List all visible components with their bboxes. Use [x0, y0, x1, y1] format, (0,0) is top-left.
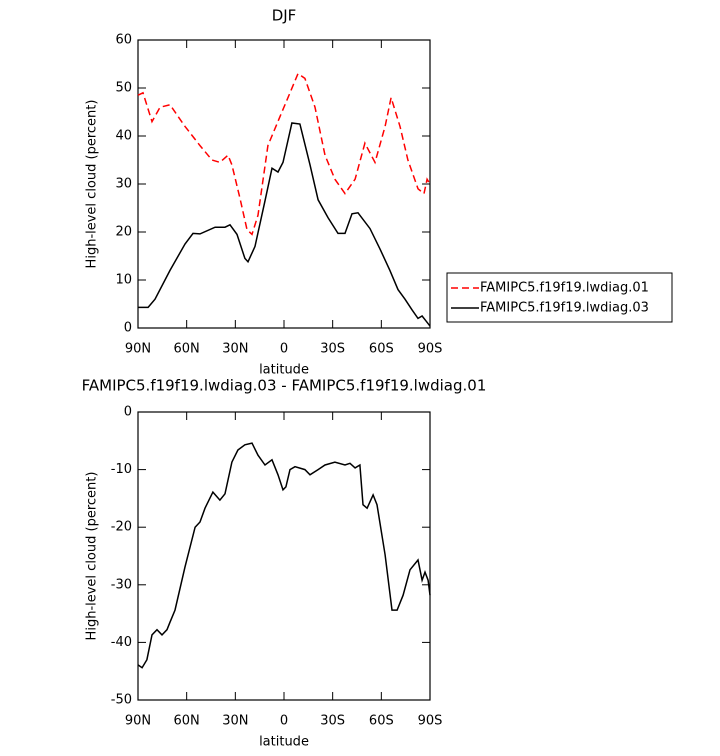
y-tick-label: 50: [115, 81, 132, 96]
x-axis-label: latitude: [259, 363, 309, 378]
x-tick-label: 0: [280, 714, 288, 729]
x-tick-label: 30N: [222, 714, 248, 729]
data-line: [138, 122, 431, 327]
x-tick-label: 30N: [222, 342, 248, 357]
y-tick-label: -40: [111, 635, 132, 650]
chart-title: DJF: [272, 7, 297, 25]
x-tick-label: 90S: [418, 342, 443, 357]
data-line: [137, 72, 431, 236]
x-tick-label: 60N: [174, 714, 200, 729]
plot-frame: [137, 39, 431, 329]
x-tick-label: 30S: [320, 342, 345, 357]
y-tick-label: -30: [111, 577, 132, 592]
legend-box: [446, 272, 673, 323]
y-tick-label: 10: [115, 273, 132, 288]
y-tick-label: -10: [111, 462, 132, 477]
data-line: [137, 442, 431, 669]
y-tick-label: 60: [115, 33, 132, 48]
y-tick-label: -20: [111, 520, 132, 535]
y-tick-label: 0: [124, 321, 132, 336]
y-tick-label: 30: [115, 177, 132, 192]
y-tick-label: -50: [111, 693, 132, 708]
y-tick-label: 20: [115, 225, 132, 240]
legend-label: FAMIPC5.f19f19.lwdiag.03: [480, 301, 649, 316]
x-tick-label: 90S: [418, 714, 443, 729]
x-tick-label: 60N: [174, 342, 200, 357]
y-tick-label: 0: [124, 405, 132, 420]
y-axis-label: High-level cloud (percent): [85, 472, 100, 641]
x-tick-label: 90N: [125, 342, 151, 357]
x-tick-label: 30S: [320, 714, 345, 729]
x-axis-label: latitude: [259, 735, 309, 750]
y-axis-label: High-level cloud (percent): [85, 100, 100, 269]
x-tick-label: 60S: [369, 342, 394, 357]
x-tick-label: 0: [280, 342, 288, 357]
x-tick-label: 90N: [125, 714, 151, 729]
x-tick-label: 60S: [369, 714, 394, 729]
legend-label: FAMIPC5.f19f19.lwdiag.01: [480, 281, 649, 296]
plot-frame: [137, 411, 431, 701]
y-tick-label: 40: [115, 129, 132, 144]
chart-title: FAMIPC5.f19f19.lwdiag.03 - FAMIPC5.f19f1…: [82, 377, 487, 395]
